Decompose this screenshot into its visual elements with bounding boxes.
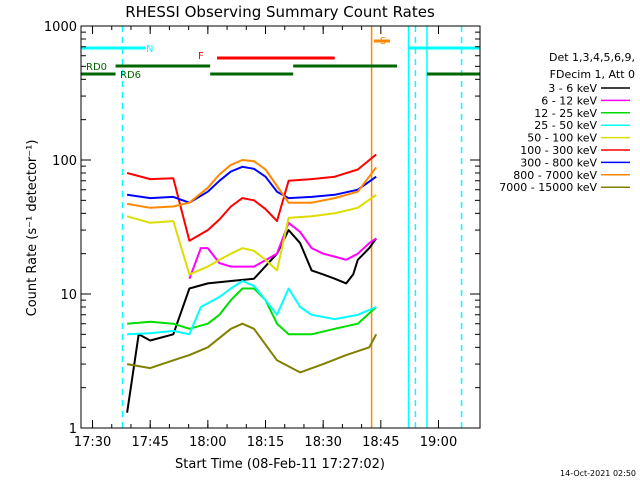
- y-axis-label: Count Rate (s⁻¹ detector⁻¹): [25, 140, 40, 317]
- legend-header-line-2: FDecim 1, Att 0: [550, 68, 635, 81]
- y-tick-label-1: 10: [60, 288, 77, 303]
- series-line-5: [126, 153, 377, 242]
- x-tick-label-5: 18:45: [362, 435, 399, 450]
- series-line-7: [126, 159, 377, 209]
- y-tick-label-3: 1000: [44, 20, 77, 35]
- x-tick-label-6: 19:00: [420, 435, 457, 450]
- plot-frame: [80, 25, 481, 429]
- flag-label-f: F: [198, 51, 204, 62]
- legend-entry-8: 7000 - 15000 keV: [499, 181, 597, 194]
- chart-title: RHESSI Observing Summary Count Rates: [125, 3, 435, 21]
- flag-label-rd6: RD6: [120, 70, 141, 81]
- series-line-1: [188, 221, 377, 280]
- y-tick-label-2: 100: [52, 154, 77, 169]
- legend-entry-4: 50 - 100 keV: [527, 132, 597, 145]
- x-tick-label-4: 18:30: [304, 435, 341, 450]
- series-line-6: [126, 165, 377, 204]
- plot-area: N F S RD0 RD6 17:30 17:45 18:00 18:15 18:30 18:45 1…: [44, 20, 481, 450]
- timestamp: 14-Oct-2021 02:50: [560, 469, 636, 478]
- legend-entry-7: 800 - 7000 keV: [513, 169, 597, 182]
- flag-label-n: N: [146, 44, 153, 55]
- flag-label-s: S: [380, 36, 386, 47]
- series-line-4: [126, 193, 377, 276]
- x-tick-label-2: 18:00: [189, 435, 226, 450]
- legend-header-line-1: Det 1,3,4,5,6,9,: [549, 51, 635, 64]
- series-line-2: [127, 287, 377, 336]
- legend-entry-3: 25 - 50 keV: [534, 119, 597, 132]
- x-tick-label-3: 18:15: [247, 435, 284, 450]
- legend-entry-1: 6 - 12 keV: [541, 94, 597, 107]
- flag-label-rd0: RD0: [86, 62, 107, 73]
- x-tick-label-0: 17:30: [74, 435, 111, 450]
- legend-entry-2: 12 - 25 keV: [534, 107, 597, 120]
- series-line-0: [126, 229, 378, 413]
- y-tick-label-0: 1: [69, 422, 77, 437]
- legend-entry-6: 300 - 800 keV: [520, 156, 597, 169]
- legend-entry-0: 3 - 6 keV: [548, 82, 597, 95]
- series-line-8: [126, 322, 378, 374]
- x-axis-label: Start Time (08-Feb-11 17:27:02): [175, 457, 385, 472]
- x-tick-label-1: 17:45: [131, 435, 168, 450]
- legend-entry-5: 100 - 300 keV: [520, 144, 597, 157]
- series-line-3: [127, 280, 377, 336]
